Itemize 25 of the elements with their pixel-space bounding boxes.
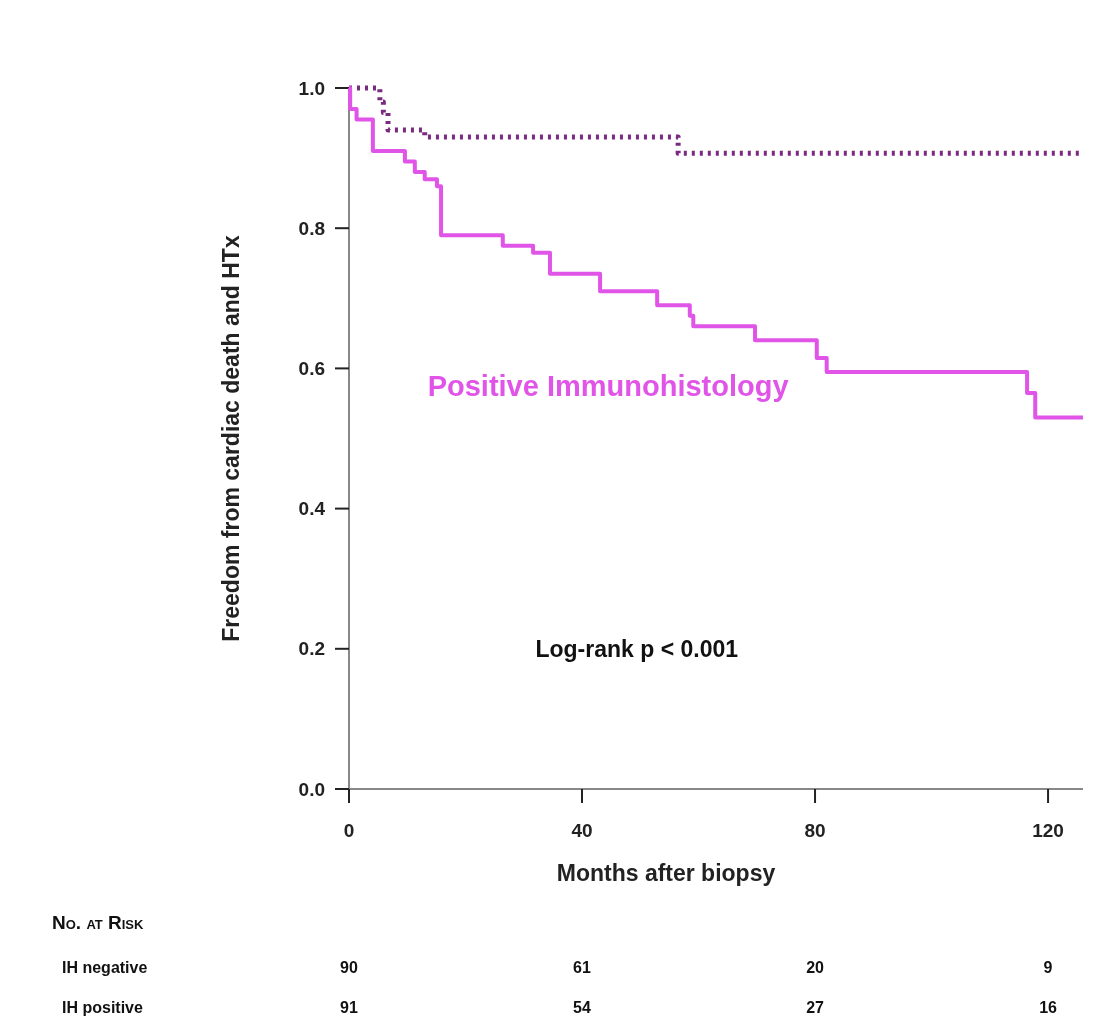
text: 20 bbox=[806, 959, 825, 976]
y-tick-label: 0.6 bbox=[298, 358, 325, 380]
annotation: Log-rank p < 0.001 bbox=[535, 635, 739, 662]
text: 90 bbox=[340, 959, 358, 976]
text: No. at Risk bbox=[52, 912, 145, 933]
x-axis-title: Months after biopsy bbox=[556, 860, 776, 886]
x-tick-label: 40 bbox=[571, 820, 593, 841]
text: 54 bbox=[573, 999, 592, 1016]
x-tick-label: 80 bbox=[804, 820, 826, 841]
text: 9 bbox=[1043, 959, 1053, 976]
x-tick-label: 0 bbox=[343, 820, 355, 841]
series-label: Positive Immunohistology bbox=[427, 370, 789, 403]
text: 91 bbox=[340, 999, 358, 1016]
text: 27 bbox=[806, 999, 825, 1016]
y-tick-label: 0.2 bbox=[298, 638, 325, 660]
y-tick-label: 1.0 bbox=[298, 77, 325, 99]
text: IH positive bbox=[62, 999, 144, 1016]
y-tick-label: 0.0 bbox=[298, 778, 325, 800]
y-tick-label: 0.4 bbox=[298, 498, 326, 520]
text: 16 bbox=[1039, 999, 1058, 1016]
text: 61 bbox=[573, 959, 592, 976]
x-tick-label: 120 bbox=[1032, 820, 1064, 841]
y-tick-label: 0.8 bbox=[298, 217, 325, 239]
y-axis-title: Freedom from cardiac death and HTx bbox=[218, 235, 244, 642]
text: IH negative bbox=[62, 959, 148, 976]
